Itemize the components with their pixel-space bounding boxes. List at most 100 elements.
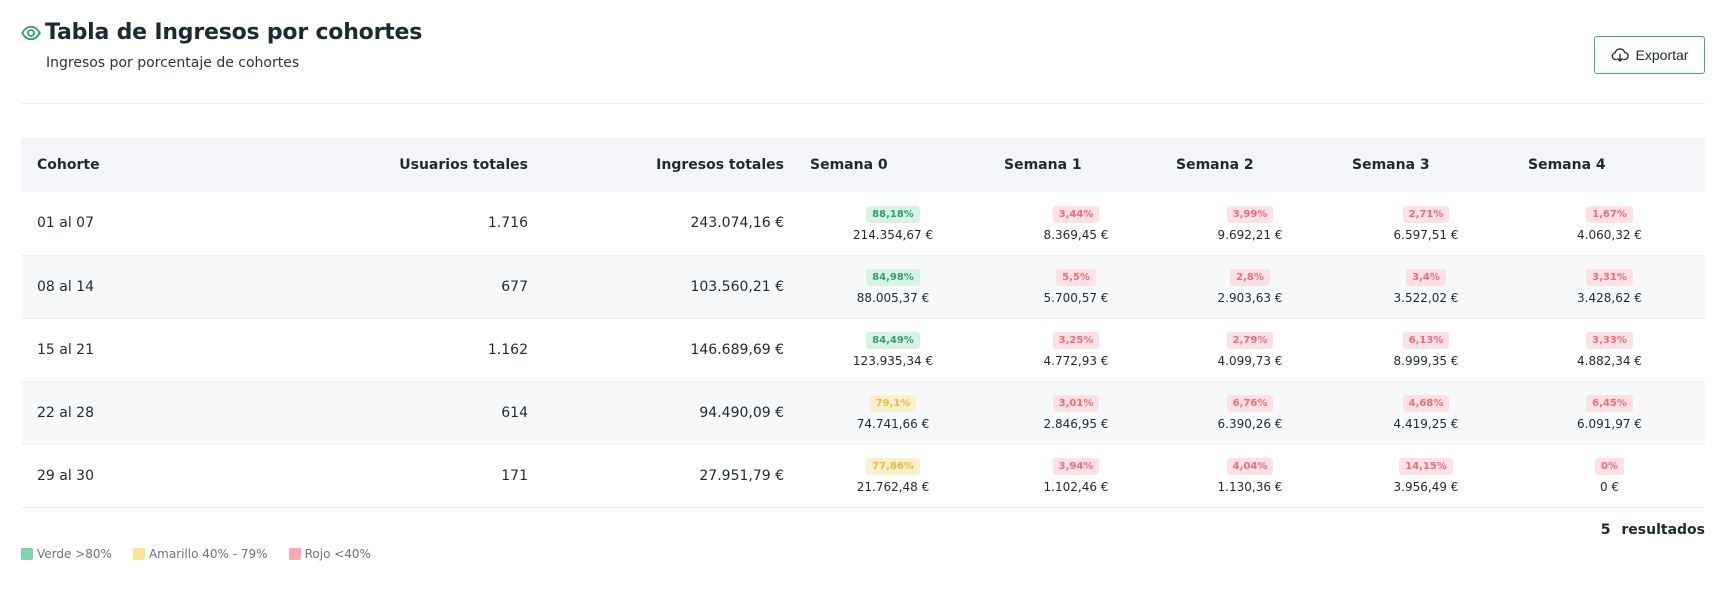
week-amount: 4.419,25 €	[1393, 417, 1459, 431]
cell-week-0: 79,1% 74.741,66 €	[796, 381, 990, 444]
week-amount: 4.772,93 €	[1043, 354, 1109, 368]
week-amount: 9.692,21 €	[1217, 227, 1283, 242]
cell-week-4: 0% 0 €	[1514, 444, 1705, 507]
retention-badge: 4,04%	[1226, 458, 1274, 475]
export-button[interactable]: Exportar	[1594, 36, 1705, 74]
retention-badge: 6,45%	[1586, 395, 1633, 412]
retention-badge: 14,15%	[1399, 458, 1453, 475]
retention-badge: 1,67%	[1586, 205, 1633, 223]
retention-badge: 79,1%	[869, 395, 917, 412]
retention-badge: 3,25%	[1052, 332, 1100, 349]
retention-badge: 3,31%	[1586, 269, 1633, 286]
cohort-table: Cohorte Usuarios totales Ingresos totale…	[21, 138, 1705, 508]
week-amount: 214.354,67 €	[852, 227, 934, 242]
results-label: resultados	[1621, 522, 1705, 538]
week-amount: 6.091,97 €	[1577, 417, 1642, 431]
cell-week-3: 14,15% 3.956,49 €	[1338, 444, 1514, 507]
table-row: 29 al 30 171 27.951,79 € 77,86% 21.762,48 € 3…	[21, 444, 1705, 507]
retention-badge: 2,8%	[1230, 269, 1270, 286]
legend-label-red: Rojo <40%	[304, 547, 371, 561]
column-header-week-2[interactable]: Semana 2	[1176, 157, 1254, 173]
cell-revenue: 103.560,21 €	[690, 278, 784, 295]
column-header-revenue[interactable]: Ingresos totales	[656, 157, 784, 173]
table-row: 08 al 14 677 103.560,21 € 84,98% 88.005,37 €…	[21, 255, 1705, 318]
week-amount: 3.428,62 €	[1577, 291, 1642, 305]
cell-cohort: 22 al 28	[37, 404, 94, 421]
retention-badge: 3,4%	[1406, 269, 1446, 286]
retention-badge: 2,79%	[1226, 332, 1274, 349]
cell-week-1: 3,94% 1.102,46 €	[990, 444, 1162, 507]
cell-week-3: 2,71% 6.597,51 €	[1338, 192, 1514, 255]
cell-week-4: 1,67% 4.060,32 €	[1514, 192, 1705, 255]
retention-badge: 77,86%	[866, 458, 920, 475]
page-title: Tabla de Ingresos por cohortes	[45, 20, 423, 45]
page-header: Tabla de Ingresos por cohortes Ingresos …	[21, 20, 1705, 104]
week-amount: 4.060,32 €	[1577, 227, 1642, 242]
legend-item-green: Verde >80%	[21, 547, 112, 561]
retention-badge: 3,01%	[1052, 395, 1100, 412]
retention-badge: 88,18%	[866, 205, 920, 223]
column-header-week-1[interactable]: Semana 1	[1004, 157, 1082, 173]
week-amount: 74.741,66 €	[856, 417, 930, 431]
cell-cohort: 29 al 30	[37, 467, 94, 484]
cell-week-1: 3,01% 2.846,95 €	[990, 381, 1162, 444]
table-row: 15 al 21 1.162 146.689,69 € 84,49% 123.935,3…	[21, 318, 1705, 381]
week-amount: 1.130,36 €	[1217, 480, 1283, 494]
cell-revenue: 27.951,79 €	[699, 467, 784, 484]
retention-badge: 2,71%	[1402, 205, 1450, 223]
legend-item-yellow: Amarillo 40% - 79%	[132, 547, 268, 561]
cell-week-3: 6,13% 8.999,35 €	[1338, 318, 1514, 381]
cell-week-0: 77,86% 21.762,48 €	[796, 444, 990, 507]
retention-badge: 84,49%	[866, 332, 920, 349]
cell-cohort: 15 al 21	[37, 341, 94, 358]
cell-users: 677	[501, 278, 528, 295]
retention-badge: 6,76%	[1226, 395, 1274, 412]
table-row: 22 al 28 614 94.490,09 € 79,1% 74.741,66 € 3,…	[21, 381, 1705, 444]
results-number: 5	[1600, 522, 1611, 538]
week-amount: 123.935,34 €	[852, 354, 934, 368]
retention-badge: 0%	[1595, 458, 1624, 475]
column-header-users[interactable]: Usuarios totales	[399, 157, 528, 173]
retention-badge: 3,94%	[1052, 458, 1100, 475]
export-label: Exportar	[1635, 47, 1689, 63]
retention-badge: 3,99%	[1226, 205, 1274, 223]
cell-week-4: 3,31% 3.428,62 €	[1514, 255, 1705, 318]
cell-week-3: 4,68% 4.419,25 €	[1338, 381, 1514, 444]
cell-revenue: 94.490,09 €	[699, 404, 784, 421]
column-header-week-3[interactable]: Semana 3	[1352, 157, 1430, 173]
column-header-week-4[interactable]: Semana 4	[1528, 157, 1606, 173]
title-row: Tabla de Ingresos por cohortes	[21, 20, 1705, 45]
week-amount: 3.522,02 €	[1393, 291, 1459, 305]
page-subtitle: Ingresos por porcentaje de cohortes	[46, 55, 300, 71]
week-amount: 3.956,49 €	[1393, 480, 1459, 494]
legend-label-yellow: Amarillo 40% - 79%	[148, 547, 268, 561]
cell-week-2: 6,76% 6.390,26 €	[1162, 381, 1338, 444]
legend-swatch-yellow	[132, 548, 145, 560]
cell-cohort: 08 al 14	[37, 278, 94, 295]
legend-swatch-red	[288, 548, 301, 560]
results-count: 5 resultados	[1601, 522, 1705, 538]
week-amount: 21.762,48 €	[856, 480, 930, 494]
cell-week-4: 6,45% 6.091,97 €	[1514, 381, 1705, 444]
week-amount: 88.005,37 €	[856, 291, 930, 305]
legend-label-green: Verde >80%	[37, 547, 112, 561]
legend-swatch-green	[21, 548, 33, 560]
column-header-cohort[interactable]: Cohorte	[37, 157, 100, 173]
cell-users: 1.716	[487, 215, 528, 232]
color-legend: Verde >80% Amarillo 40% - 79% Rojo <40%	[21, 547, 392, 561]
cell-users: 171	[501, 467, 528, 484]
cell-week-3: 3,4% 3.522,02 €	[1338, 255, 1514, 318]
retention-badge: 5,5%	[1056, 269, 1096, 286]
week-amount: 2.846,95 €	[1043, 417, 1109, 431]
cell-week-1: 3,44% 8.369,45 €	[990, 192, 1162, 255]
cell-revenue: 243.074,16 €	[690, 215, 784, 232]
week-amount: 8.999,35 €	[1393, 354, 1459, 368]
cell-week-2: 2,8% 2.903,63 €	[1162, 255, 1338, 318]
column-header-week-0[interactable]: Semana 0	[810, 157, 888, 173]
week-amount: 1.102,46 €	[1043, 480, 1109, 494]
legend-item-red: Rojo <40%	[288, 547, 371, 561]
week-amount: 5.700,57 €	[1043, 291, 1109, 305]
retention-badge: 4,68%	[1402, 395, 1450, 412]
cell-week-0: 88,18% 214.354,67 €	[796, 192, 990, 255]
cloud-download-icon	[1611, 46, 1629, 64]
